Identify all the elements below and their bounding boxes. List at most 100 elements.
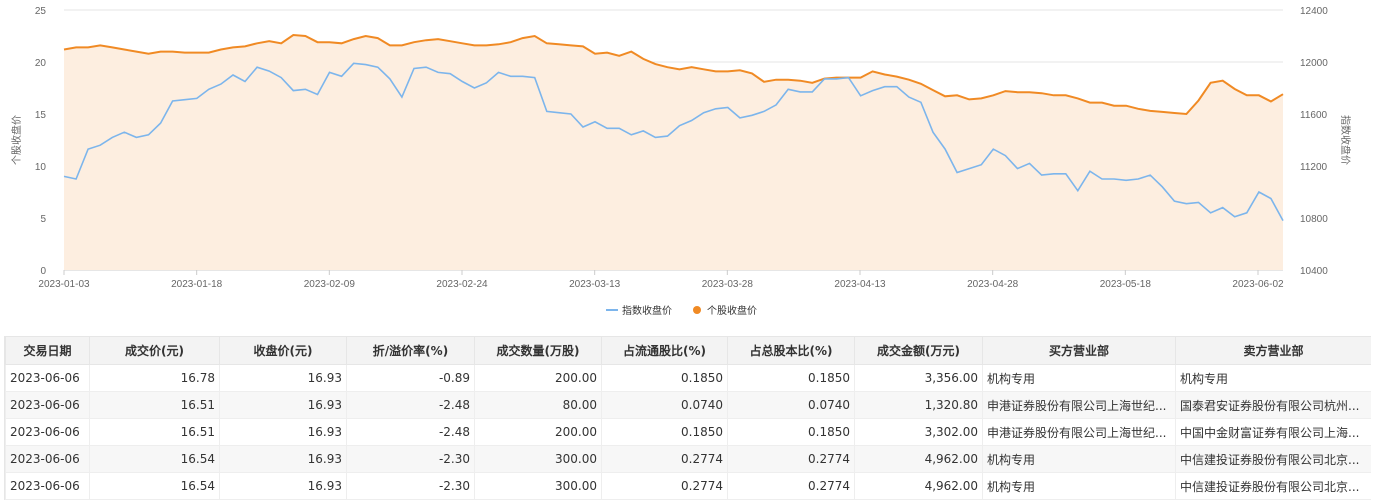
stock-data-point bbox=[932, 89, 935, 92]
index-data-point bbox=[956, 171, 959, 174]
table-row[interactable]: 2023-06-06 16.51 16.93 -2.48 200.00 0.1850 0.1… bbox=[5, 418, 1371, 446]
index-data-point bbox=[75, 178, 78, 181]
index-data-point bbox=[618, 127, 621, 130]
index-data-point bbox=[1016, 167, 1019, 170]
column-header[interactable]: 买方营业部 bbox=[982, 336, 1176, 365]
index-data-point bbox=[871, 89, 874, 92]
table-row[interactable]: 2023-06-06 16.78 16.93 -0.89 200.00 0.1850 0.1… bbox=[5, 364, 1371, 392]
stock-data-point bbox=[847, 76, 850, 79]
stock-area-fill bbox=[64, 35, 1283, 270]
index-data-point bbox=[376, 66, 379, 69]
stock-data-point bbox=[751, 72, 754, 75]
column-header[interactable]: 交易日期 bbox=[5, 336, 90, 365]
stock-data-point bbox=[1282, 93, 1285, 96]
table-cell: 16.51 bbox=[89, 391, 220, 419]
x-axis-tick: 2023-02-09 bbox=[304, 279, 356, 290]
index-data-point bbox=[244, 80, 247, 83]
table-cell: 0.1850 bbox=[601, 364, 728, 392]
table-cell: 国泰君安证券股份有限公司杭州... bbox=[1175, 391, 1371, 419]
table-cell: 申港证券股份有限公司上海世纪... bbox=[982, 391, 1176, 419]
stock-data-point bbox=[968, 98, 971, 101]
table-cell: 16.54 bbox=[89, 445, 220, 473]
stock-data-point bbox=[1101, 101, 1104, 104]
left-axis-tick: 5 bbox=[40, 214, 46, 225]
index-data-point bbox=[256, 66, 259, 69]
index-data-point bbox=[1101, 178, 1104, 181]
right-axis-title: 指数收盘价 bbox=[1339, 115, 1352, 165]
stock-data-point bbox=[1149, 109, 1152, 112]
index-data-point bbox=[1040, 174, 1043, 177]
left-axis-tick: 15 bbox=[35, 110, 47, 121]
stock-data-point bbox=[1125, 104, 1128, 107]
stock-data-point bbox=[1269, 100, 1272, 103]
table-cell: 80.00 bbox=[474, 391, 602, 419]
table-row[interactable]: 2023-06-06 16.54 16.93 -2.30 300.00 0.2774 0.2… bbox=[5, 472, 1371, 500]
stock-data-point bbox=[123, 48, 126, 51]
stock-close-line bbox=[63, 33, 1284, 116]
stock-data-point bbox=[1173, 112, 1176, 115]
index-data-point bbox=[1173, 200, 1176, 203]
index-data-point bbox=[268, 70, 271, 73]
column-header[interactable]: 收盘价(元) bbox=[219, 336, 347, 365]
column-header[interactable]: 折/溢价率(%) bbox=[346, 336, 475, 365]
table-cell: -2.48 bbox=[346, 391, 475, 419]
index-close-line bbox=[63, 62, 1284, 221]
index-data-point bbox=[1028, 162, 1031, 165]
column-header[interactable]: 卖方营业部 bbox=[1175, 336, 1371, 365]
column-header[interactable]: 占流通股比(%) bbox=[601, 336, 728, 365]
index-data-point bbox=[654, 136, 657, 139]
price-chart: 0 5 10 15 20 25 10400 10800 11200 11600 12000 12400… bbox=[10, 6, 1352, 317]
index-data-point bbox=[232, 74, 235, 77]
table-cell: 16.93 bbox=[219, 445, 347, 473]
right-axis-tick: 10800 bbox=[1300, 214, 1328, 225]
index-data-point bbox=[1004, 154, 1007, 157]
table-cell: 16.93 bbox=[219, 418, 347, 446]
stock-data-point bbox=[1221, 79, 1224, 82]
left-axis-title: 个股收盘价 bbox=[10, 115, 23, 165]
stock-data-point bbox=[352, 38, 355, 41]
table-cell: 2023-06-06 bbox=[5, 418, 90, 446]
stock-data-point bbox=[1028, 91, 1031, 94]
column-header[interactable]: 成交金额(万元) bbox=[854, 336, 983, 365]
index-data-point bbox=[726, 106, 729, 109]
block-trade-table-container[interactable]: 交易日期 成交价(元) 收盘价(元) 折/溢价率(%) 成交数量(万股) 占流通股比(%)… bbox=[4, 336, 1371, 500]
index-data-point bbox=[87, 148, 90, 151]
stock-data-point bbox=[449, 40, 452, 43]
index-data-point bbox=[99, 144, 102, 147]
stock-data-point bbox=[630, 50, 633, 53]
column-header[interactable]: 成交价(元) bbox=[89, 336, 220, 365]
stock-data-point bbox=[992, 94, 995, 97]
left-axis-tick: 10 bbox=[35, 162, 47, 173]
table-cell: 0.2774 bbox=[601, 472, 728, 500]
index-data-point bbox=[183, 98, 186, 101]
chart-svg: 0 5 10 15 20 25 10400 10800 11200 11600 12000 12400… bbox=[10, 6, 1352, 317]
stock-data-point bbox=[1245, 94, 1248, 97]
table-cell: -0.89 bbox=[346, 364, 475, 392]
stock-data-point bbox=[1257, 94, 1260, 97]
stock-data-point bbox=[509, 41, 512, 44]
stock-data-point bbox=[1076, 97, 1079, 100]
column-header[interactable]: 占总股本比(%) bbox=[727, 336, 855, 365]
stock-data-point bbox=[726, 70, 729, 73]
index-data-point bbox=[1233, 215, 1236, 218]
right-axis-tick: 12000 bbox=[1300, 58, 1328, 69]
stock-data-point bbox=[280, 42, 283, 45]
column-header[interactable]: 成交数量(万股) bbox=[474, 336, 602, 365]
right-axis-tick: 10400 bbox=[1300, 266, 1328, 277]
index-data-point bbox=[352, 62, 355, 65]
left-axis-tick: 20 bbox=[35, 58, 47, 69]
table-row[interactable]: 2023-06-06 16.54 16.93 -2.30 300.00 0.2774 0.2… bbox=[5, 445, 1371, 473]
table-row[interactable]: 2023-06-06 16.51 16.93 -2.48 80.00 0.0740 0.07… bbox=[5, 391, 1371, 419]
stock-data-point bbox=[714, 70, 717, 73]
stock-data-point bbox=[823, 77, 826, 80]
index-data-point bbox=[461, 80, 464, 83]
table-cell: 申港证券股份有限公司上海世纪... bbox=[982, 418, 1176, 446]
index-data-point bbox=[702, 111, 705, 114]
index-data-point bbox=[545, 110, 548, 113]
index-data-point bbox=[159, 122, 162, 125]
table-cell: 2023-06-06 bbox=[5, 445, 90, 473]
table-cell: 300.00 bbox=[474, 445, 602, 473]
stock-data-point bbox=[775, 78, 778, 81]
index-data-point bbox=[1269, 197, 1272, 200]
index-data-point bbox=[1257, 191, 1260, 194]
